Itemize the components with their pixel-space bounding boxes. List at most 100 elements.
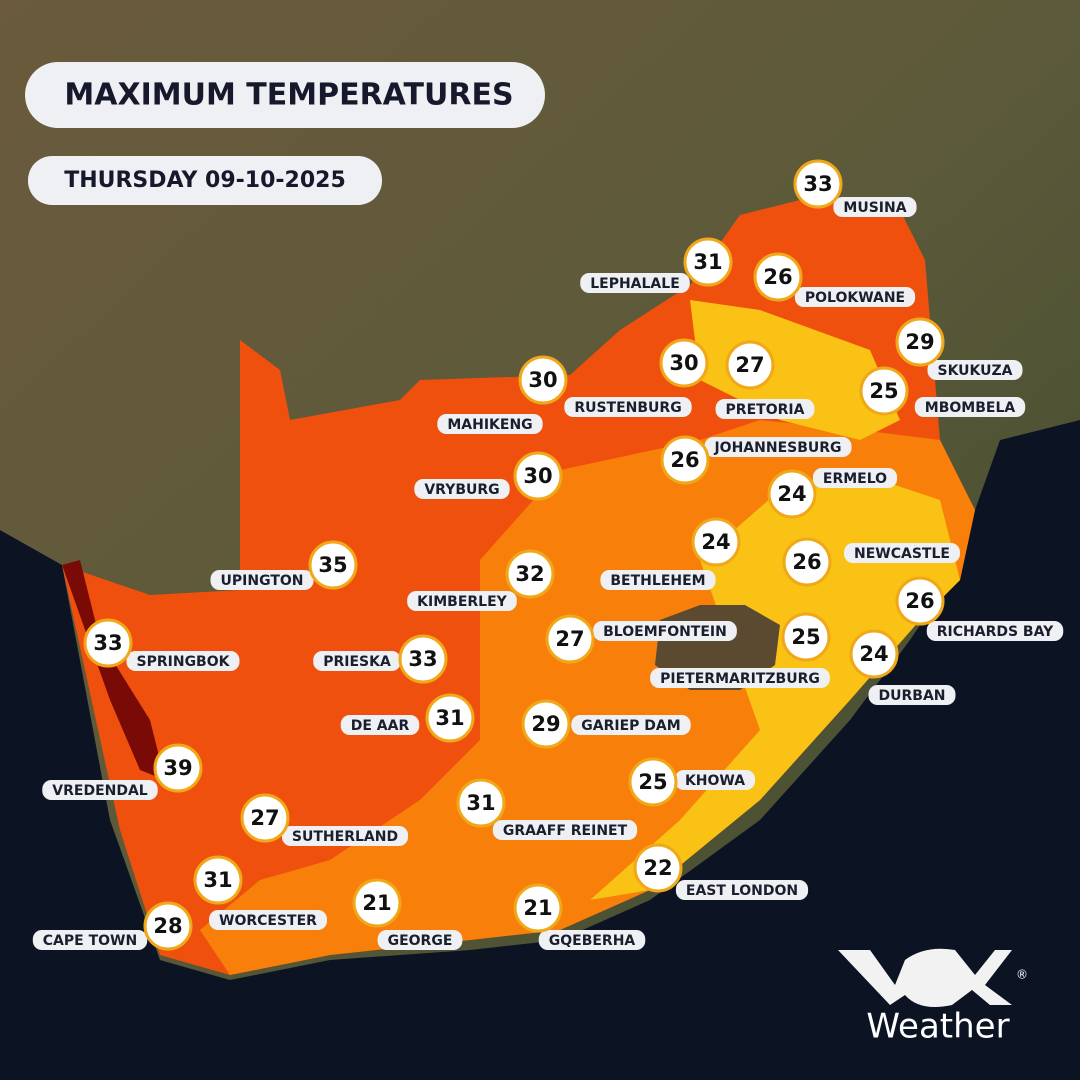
temp-value: 25 [869,379,898,403]
city-label-box [926,621,1064,641]
city: RUSTENBURG 30 [564,338,709,417]
city-label-box [492,820,638,840]
city-label-box [914,397,1026,417]
temp-circle [725,340,775,390]
temp-circle [518,355,568,405]
logo-registered: ® [1016,968,1028,982]
temp-value: 31 [693,250,722,274]
city-label-box [868,685,956,705]
logo-mark [838,948,1012,1008]
city-name: LEPHALALE [590,276,680,292]
city-name: EAST LONDON [686,883,798,899]
city: EAST LONDON 22 [633,843,809,900]
temp-value: 31 [435,706,464,730]
temp-value: 26 [670,448,699,472]
city-name: PIETERMARITZBURG [660,671,820,687]
city-name: JOHANNESBURG [713,440,841,456]
temp-value: 27 [555,627,584,651]
temp-value: 33 [93,631,122,655]
temp-circle [240,793,290,843]
date-box [28,156,382,205]
city-name: PRIESKA [323,654,391,670]
city: VREDENDAL 39 [42,743,203,800]
temp-value: 30 [523,464,552,488]
temp-value: 30 [669,351,698,375]
temp-circle [153,743,203,793]
temp-circle [781,612,831,662]
title: MAXIMUM TEMPERATURES [64,78,513,113]
city: UPINGTON 35 [210,540,358,590]
temp-value: 30 [528,368,557,392]
city-label-box [210,570,314,590]
temp-circle [767,469,817,519]
city-name: WORCESTER [219,913,317,929]
city-label-box [32,930,148,950]
city: GARIEP DAM 29 [521,699,691,749]
city-label-box [407,591,517,611]
city-name: GEORGE [388,933,453,949]
temp-value: 29 [531,712,560,736]
city: NEWCASTLE 26 [782,537,960,587]
temp-circle [425,693,475,743]
logo-text: Weather [866,1007,1009,1047]
city: BLOEMFONTEIN 27 [545,614,737,664]
temp-circle [659,338,709,388]
temp-value: 27 [735,353,764,377]
temp-value: 32 [515,562,544,586]
city-label-box [794,287,916,307]
city-label-box [675,880,809,900]
logo: ® Weather [838,948,1028,1047]
temp-circle [398,634,448,684]
city-label-box [571,715,691,735]
temp-value: 33 [803,172,832,196]
temp-value: 33 [408,647,437,671]
city: KIMBERLEY 32 [407,549,555,611]
temp-circle [456,778,506,828]
city: MUSINA 33 [793,159,917,217]
temp-value: 35 [318,553,347,577]
city-label-box [209,910,327,930]
city-label-box [704,437,852,457]
temp-circle [691,517,741,567]
city-name: GARIEP DAM [581,718,680,734]
city-label-box [340,715,420,735]
city-label-box [812,468,898,488]
temp-value: 24 [701,530,730,554]
city-label-box [650,668,830,688]
city-name: POLOKWANE [805,290,905,306]
city-name: VRYBURG [424,482,499,498]
temp-circle [849,629,899,679]
city-name: PRETORIA [726,402,805,418]
temp-value: 39 [163,756,192,780]
city-name: NEWCASTLE [854,546,950,562]
city-label-box [538,930,646,950]
temp-circle [352,878,402,928]
temp-circle [513,451,563,501]
city: DURBAN 24 [849,629,956,705]
city: JOHANNESBURG 26 [660,435,852,485]
city-name: SPRINGBOK [137,654,231,670]
temp-circle [505,549,555,599]
city-name: MUSINA [843,200,906,216]
city: PRIESKA 33 [313,634,448,684]
city-label-box [377,930,463,950]
temp-circle [753,252,803,302]
city: GQEBERHA 21 [513,883,646,950]
temp-circle [782,537,832,587]
city-label-box [313,651,401,671]
city-label-box [42,780,158,800]
city: MBOMBELA 25 [859,366,1026,417]
city-label-box [437,414,543,434]
temp-value: 25 [791,625,820,649]
city-name: KIMBERLEY [417,594,507,610]
city: VRYBURG 30 [414,451,563,501]
temp-circle [793,159,843,209]
city-name: KHOWA [685,773,745,789]
temp-circle [143,901,193,951]
temp-circle [308,540,358,590]
city-name: ERMELO [823,471,887,487]
temp-circle [683,237,733,287]
city: ERMELO 24 [767,468,898,519]
temp-circle [628,757,678,807]
